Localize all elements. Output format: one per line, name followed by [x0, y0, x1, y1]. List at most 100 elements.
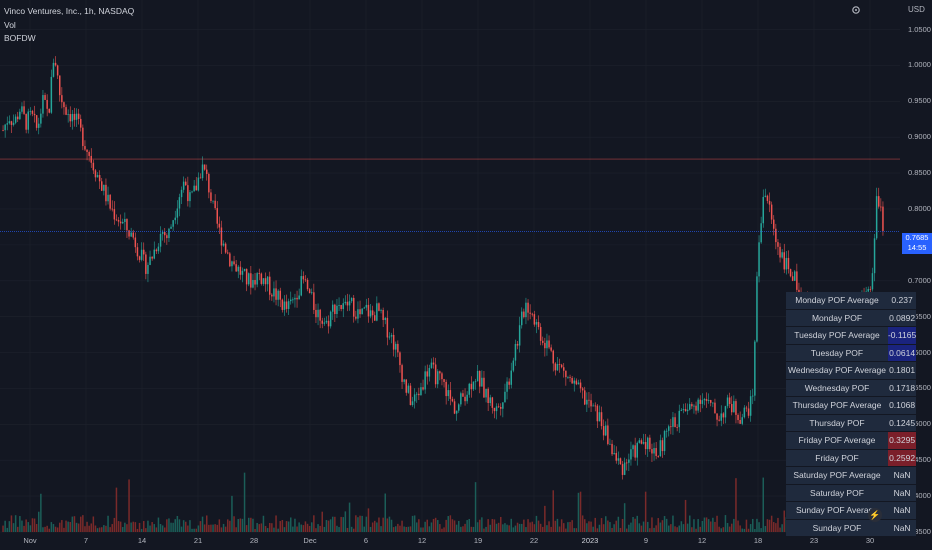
symbol-title[interactable]: Vinco Ventures, Inc., 1h, NASDAQ — [4, 6, 135, 16]
volume-bar — [46, 525, 48, 532]
volume-bar — [65, 520, 67, 532]
volume-bar — [539, 523, 542, 532]
pof-row: Saturday POF NaN — [786, 484, 917, 502]
volume-bar — [348, 502, 351, 532]
volume-bar — [189, 520, 191, 532]
volume-bar — [67, 521, 69, 532]
volume-bar — [193, 528, 195, 532]
candle-body — [634, 445, 636, 458]
candle-body — [35, 115, 38, 128]
volume-bar — [449, 515, 452, 532]
candle-body — [245, 268, 248, 285]
candle-body — [558, 364, 561, 365]
x-tick-label: 30 — [865, 536, 875, 545]
candle-body — [12, 122, 15, 125]
volume-bar — [676, 527, 678, 532]
pof-table: Monday POF Average 0.237 Monday POF 0.0892 T… — [786, 292, 917, 537]
candle-body — [384, 317, 386, 321]
candle-body — [453, 401, 456, 414]
volume-bar — [275, 515, 277, 532]
volume-bar — [773, 522, 775, 532]
indicator-label[interactable]: BOFDW — [4, 33, 36, 43]
lightning-icon[interactable]: ⚡ — [868, 508, 882, 522]
candle-body — [691, 404, 693, 407]
candle-body — [48, 108, 50, 113]
candle-body — [124, 219, 126, 222]
candle-body — [636, 442, 638, 458]
candle-body — [749, 396, 752, 416]
volume-bar — [659, 522, 662, 532]
volume-bar — [644, 491, 647, 532]
volume-bar — [752, 518, 754, 532]
volume-bar — [397, 523, 399, 532]
pof-label: Tuesday POF — [786, 344, 888, 362]
volume-bar — [153, 524, 155, 532]
candle-body — [493, 407, 496, 412]
candle-body — [338, 304, 340, 306]
volume-bar — [703, 517, 706, 532]
candle-body — [701, 400, 704, 404]
y-tick-label: 0.3500 — [908, 527, 931, 536]
volume-bar — [73, 516, 76, 532]
volume-bar — [170, 522, 172, 532]
volume-label[interactable]: Vol — [4, 19, 16, 30]
gear-icon[interactable] — [850, 4, 862, 16]
volume-bar — [512, 527, 515, 532]
x-tick-label: 18 — [753, 536, 763, 545]
candle-body — [159, 233, 162, 247]
volume-bar — [638, 523, 641, 532]
candle-body — [382, 309, 384, 321]
x-tick-label: 21 — [193, 536, 203, 545]
candle-body — [760, 223, 762, 243]
volume-bar — [691, 527, 693, 532]
candle-body — [600, 412, 603, 427]
candle-body — [542, 340, 544, 343]
candle-body — [680, 409, 683, 411]
candle-body — [663, 431, 666, 452]
candle-body — [672, 417, 674, 427]
candle-body — [638, 440, 641, 443]
candle-body — [94, 170, 97, 178]
volume-bar — [460, 526, 462, 532]
pof-value: 0.3295 — [887, 431, 917, 450]
candle-body — [143, 249, 145, 255]
volume-bar — [689, 515, 691, 532]
candle-body — [10, 121, 13, 125]
volume-bar — [168, 518, 170, 532]
candle-body — [321, 320, 323, 324]
volume-bar — [10, 515, 13, 532]
candle-body — [619, 458, 622, 465]
candle-body — [103, 184, 105, 191]
volume-bar — [75, 522, 78, 532]
pof-label: Wednesday POF Average — [786, 361, 888, 380]
volume-bar — [264, 525, 267, 532]
volume-bar — [640, 525, 643, 532]
candle-body — [117, 220, 120, 222]
volume-bar — [728, 526, 731, 532]
volume-bar — [682, 524, 685, 532]
volume-bar — [588, 521, 590, 532]
volume-bar — [262, 515, 265, 532]
candle-body — [170, 226, 172, 229]
candle-body — [731, 403, 733, 413]
candle-body — [594, 405, 596, 407]
candle-body — [136, 247, 139, 257]
candle-body — [481, 377, 483, 387]
candle-body — [271, 294, 273, 297]
volume-bar — [258, 524, 260, 532]
candle-body — [6, 123, 8, 125]
volume-bar — [321, 511, 323, 532]
volume-bar — [783, 510, 785, 532]
volume-bar — [359, 515, 361, 532]
volume-bar — [124, 522, 126, 532]
volume-bar — [556, 518, 559, 532]
volume-bar — [269, 522, 271, 532]
candle-body — [40, 113, 42, 124]
candle-body — [661, 440, 664, 452]
volume-bar — [579, 491, 582, 532]
volume-bar — [109, 527, 111, 532]
candle-body — [739, 419, 741, 424]
candle-body — [363, 307, 365, 309]
volume-bar — [479, 519, 481, 532]
